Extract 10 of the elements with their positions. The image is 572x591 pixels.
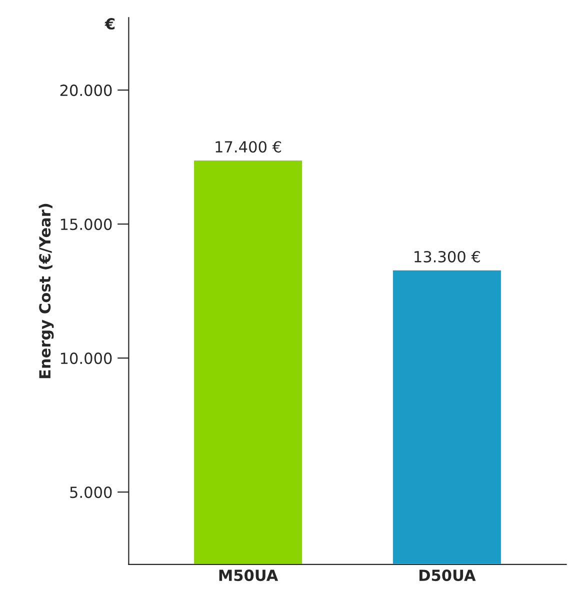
data-label: 13.300 € bbox=[414, 250, 480, 263]
y-tick-label: 20.000 bbox=[60, 84, 112, 96]
x-tick-label: M50UA bbox=[219, 570, 278, 582]
y-tick-label: 5.000 bbox=[70, 486, 112, 498]
y-tick-label: 10.000 bbox=[60, 352, 112, 364]
y-axis-title: Energy Cost (€/Year) bbox=[38, 204, 54, 378]
x-tick-label: D50UA bbox=[419, 570, 476, 582]
text: € bbox=[104, 18, 115, 30]
y-tick-label: 15.000 bbox=[60, 218, 112, 230]
data-label: 17.400 € bbox=[216, 141, 282, 153]
